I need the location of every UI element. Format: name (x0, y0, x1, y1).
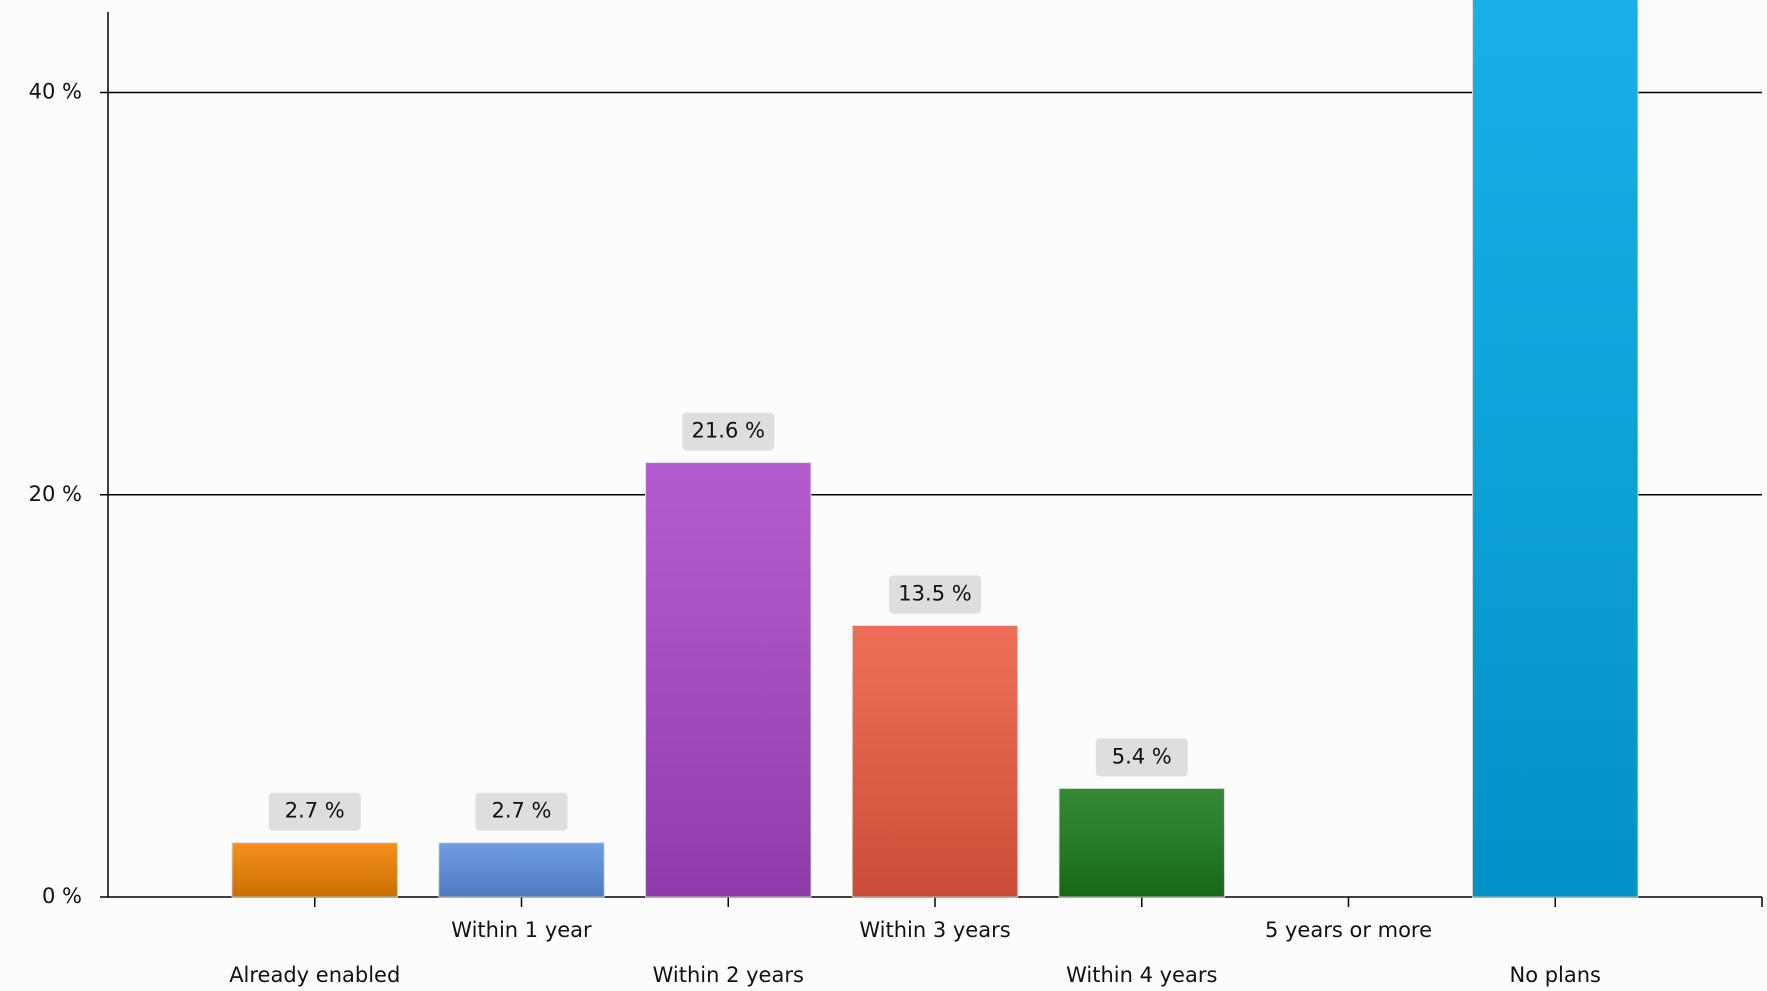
x-tick-label: Within 1 year (451, 918, 592, 942)
x-tick-label: Within 3 years (859, 918, 1010, 942)
label-box (1095, 738, 1188, 777)
y-tick-label: 20 % (29, 482, 82, 506)
label-box (889, 575, 981, 614)
label-box (682, 412, 775, 451)
x-tick-label: Already enabled (229, 963, 400, 987)
data-label: 2.7 % (491, 799, 551, 823)
data-label: 2.7 % (285, 799, 345, 823)
bar-shade (1472, 0, 1638, 898)
data-label: 5.4 % (1112, 744, 1172, 768)
x-tick-label: Within 2 years (653, 963, 804, 987)
x-tick-label: Within 4 years (1066, 963, 1217, 987)
bar-shade (1059, 788, 1225, 897)
x-tick-label: No plans (1509, 963, 1601, 987)
y-tick-label: 40 % (29, 80, 82, 104)
bar-shade (232, 842, 398, 897)
label-box (475, 792, 568, 831)
bar-shade (438, 842, 605, 897)
bar-shade (645, 462, 811, 897)
bar-shade (852, 625, 1018, 897)
y-tick-label: 0 % (42, 884, 82, 908)
data-label: 13.5 % (898, 581, 971, 605)
x-tick-label: 5 years or more (1265, 918, 1432, 942)
data-label: 21.6 % (692, 419, 765, 443)
label-box (268, 792, 361, 831)
